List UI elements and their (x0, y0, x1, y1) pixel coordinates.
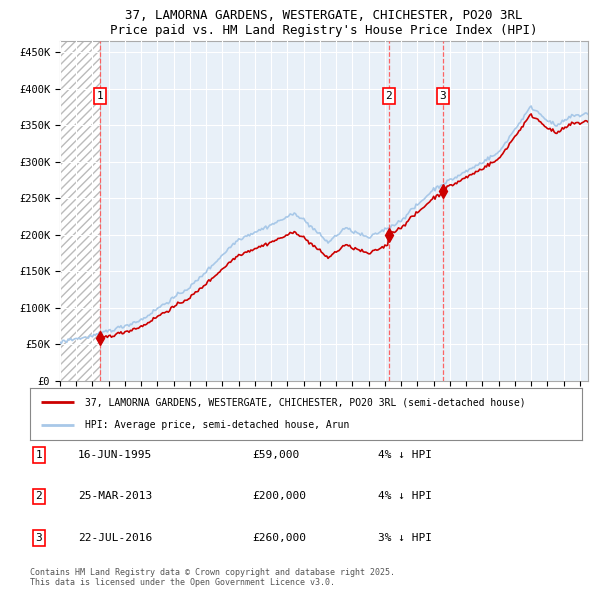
Title: 37, LAMORNA GARDENS, WESTERGATE, CHICHESTER, PO20 3RL
Price paid vs. HM Land Reg: 37, LAMORNA GARDENS, WESTERGATE, CHICHES… (110, 9, 538, 37)
Text: HPI: Average price, semi-detached house, Arun: HPI: Average price, semi-detached house,… (85, 420, 350, 430)
Text: £260,000: £260,000 (252, 533, 306, 543)
Text: 16-JUN-1995: 16-JUN-1995 (78, 450, 152, 460)
Text: 2: 2 (35, 491, 43, 502)
Text: 1: 1 (97, 91, 103, 101)
Text: Contains HM Land Registry data © Crown copyright and database right 2025.
This d: Contains HM Land Registry data © Crown c… (30, 568, 395, 587)
Text: 3: 3 (439, 91, 446, 101)
Text: £200,000: £200,000 (252, 491, 306, 502)
Text: £59,000: £59,000 (252, 450, 299, 460)
Text: 37, LAMORNA GARDENS, WESTERGATE, CHICHESTER, PO20 3RL (semi-detached house): 37, LAMORNA GARDENS, WESTERGATE, CHICHES… (85, 397, 526, 407)
Text: 22-JUL-2016: 22-JUL-2016 (78, 533, 152, 543)
Text: 1: 1 (35, 450, 43, 460)
Text: 4% ↓ HPI: 4% ↓ HPI (378, 450, 432, 460)
Text: 3: 3 (35, 533, 43, 543)
Text: 2: 2 (385, 91, 392, 101)
Bar (60, 41, 100, 381)
Text: 25-MAR-2013: 25-MAR-2013 (78, 491, 152, 502)
Text: 3% ↓ HPI: 3% ↓ HPI (378, 533, 432, 543)
Text: 4% ↓ HPI: 4% ↓ HPI (378, 491, 432, 502)
